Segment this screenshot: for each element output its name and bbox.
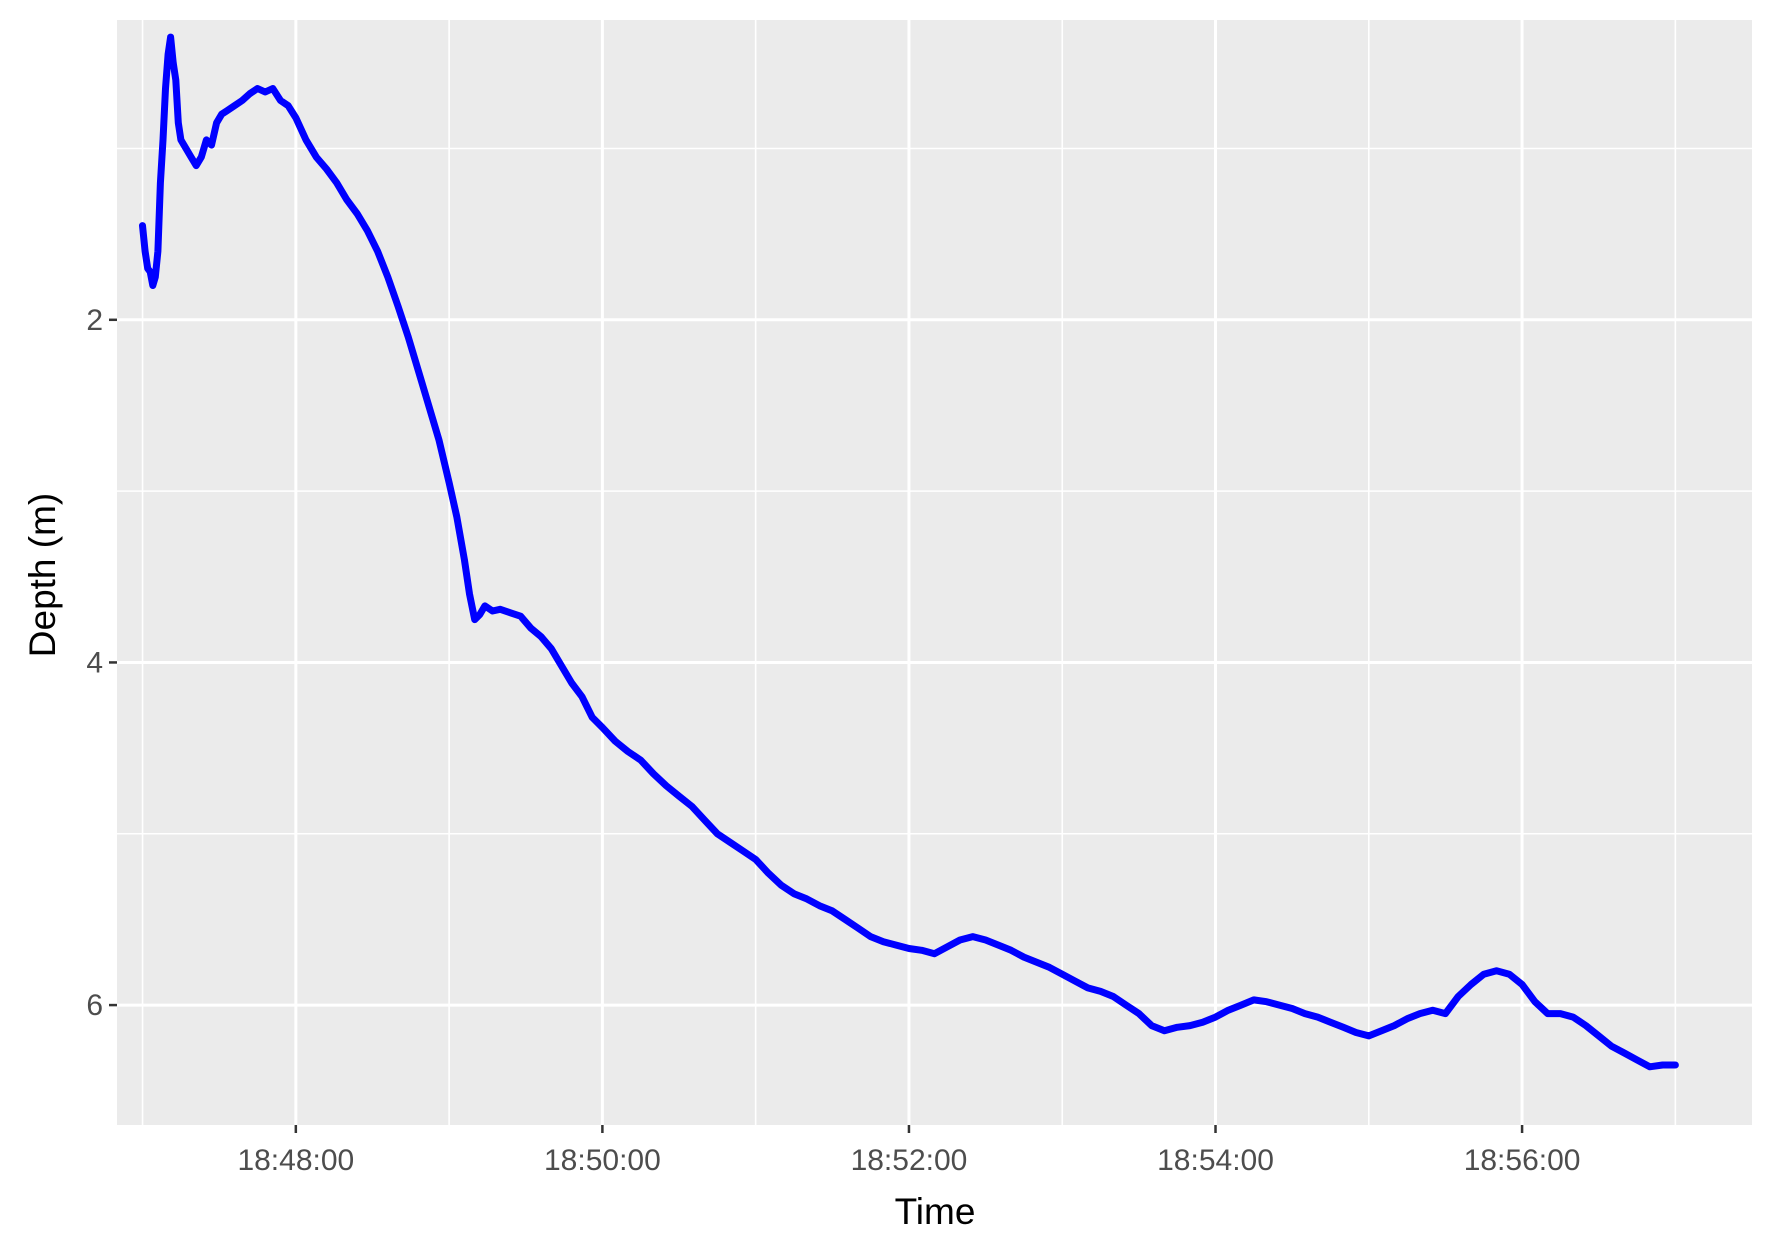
- x-tick-label: 18:56:00: [1464, 1144, 1581, 1177]
- y-tick-label: 2: [86, 304, 103, 337]
- x-tick-label: 18:48:00: [237, 1144, 354, 1177]
- x-tick-label: 18:54:00: [1157, 1144, 1274, 1177]
- y-tick-label: 4: [86, 646, 103, 679]
- x-tick-label: 18:52:00: [851, 1144, 968, 1177]
- grid-minor: [117, 20, 1752, 1125]
- x-axis: 18:48:00 18:50:00 18:52:00 18:54:00 18:56:00: [237, 1125, 1580, 1177]
- x-axis-title: Time: [895, 1191, 976, 1232]
- x-tick-label: 18:50:00: [544, 1144, 661, 1177]
- y-axis: 2 4 6: [86, 304, 117, 1022]
- y-axis-title: Depth (m): [22, 493, 63, 657]
- depth-series-line: [139, 33, 1679, 1071]
- plot-panel: [117, 20, 1752, 1125]
- grid-major: [117, 20, 1752, 1125]
- y-tick-label: 6: [86, 989, 103, 1022]
